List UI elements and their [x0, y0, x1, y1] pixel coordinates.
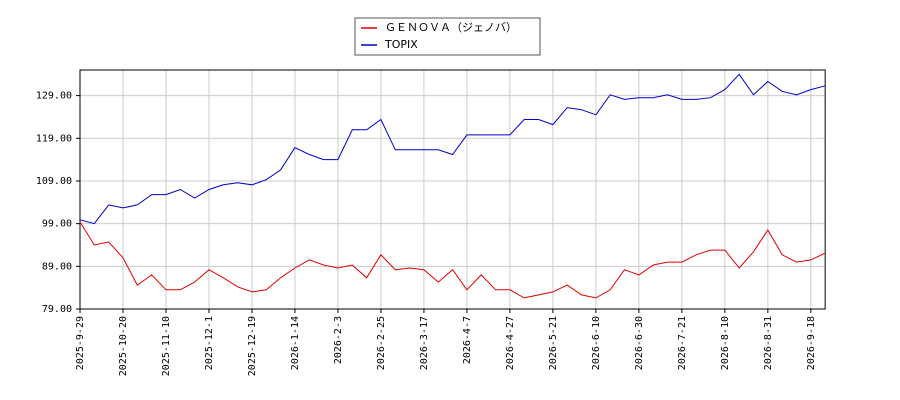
x-tick-label: 2025-10-20: [118, 316, 129, 376]
x-tick-label: 2026-6-30: [634, 316, 645, 370]
x-tick-label: 2025-12-19: [247, 316, 258, 376]
legend-label: ＧＥＮＯＶＡ（ジェノバ）: [385, 21, 517, 34]
plot-frame: [79, 69, 826, 310]
x-tick-label: 2026-4-7: [462, 316, 473, 364]
y-tick-label: 99.00: [42, 219, 72, 230]
x-tick-label: 2026-2-25: [376, 316, 387, 370]
legend-label: TOPIX: [384, 38, 418, 51]
y-tick-label: 119.00: [36, 133, 72, 144]
x-tick-label: 2026-6-10: [591, 316, 602, 370]
y-tick-label: 109.00: [36, 176, 72, 187]
x-tick-label: 2026-1-14: [290, 316, 301, 370]
x-tick-label: 2026-8-31: [763, 316, 774, 370]
legend-box: [354, 17, 541, 56]
x-tick-label: 2026-8-10: [720, 316, 731, 370]
y-tick-label: 89.00: [42, 261, 72, 272]
x-tick-label: 2026-7-21: [677, 316, 688, 370]
x-tick-label: 2026-9-18: [806, 316, 817, 370]
x-tick-label: 2026-4-27: [505, 316, 516, 370]
y-tick-label: 129.00: [36, 91, 72, 102]
x-tick-label: 2025-12-1: [204, 316, 215, 370]
x-tick-label: 2026-5-21: [548, 316, 559, 370]
x-tick-label: 2025-11-10: [161, 316, 172, 376]
y-tick-label: 79.00: [42, 304, 72, 315]
series-line: [79, 221, 826, 299]
series-line: [79, 73, 826, 225]
x-tick-label: 2026-2-3: [333, 316, 344, 364]
x-tick-label: 2026-3-17: [419, 316, 430, 370]
x-tick-label: 2025-9-29: [75, 316, 86, 370]
